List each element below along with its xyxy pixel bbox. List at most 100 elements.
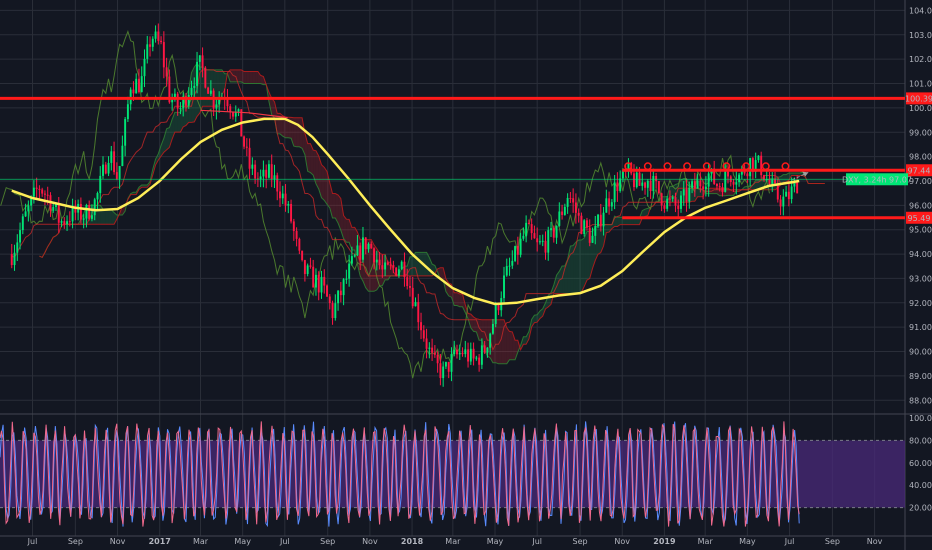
cloud-segment [645, 208, 648, 217]
cloud-segment [443, 267, 446, 292]
candle-body-120 [342, 279, 345, 296]
candle-body-91 [262, 169, 265, 177]
y-tick-label-1: 89.00 [909, 372, 932, 381]
candle-body-184 [519, 238, 522, 255]
candle-body-62 [182, 96, 185, 109]
candle-body-261 [732, 181, 735, 185]
x-tick-label-1: Sep [68, 537, 83, 546]
candle-body-209 [588, 227, 591, 243]
cloud-segment [409, 256, 413, 276]
candle-body-13 [46, 194, 49, 196]
cloud-segment [614, 216, 618, 227]
cloud-segment [241, 69, 245, 84]
candle-body-90 [259, 176, 262, 180]
level-badge-0 [906, 92, 932, 105]
level-tag-0: 100.39 [905, 92, 932, 105]
candle-body-215 [605, 198, 608, 213]
cloud-segment [382, 254, 386, 286]
candle-body-27 [85, 204, 88, 219]
cloud-segment [642, 209, 646, 218]
cloud-segment [423, 252, 427, 276]
candle-body-53 [157, 31, 160, 41]
candle-body-71 [207, 87, 210, 94]
cloud-segment [108, 209, 112, 225]
y-tick-label-16: 104.00 [909, 6, 932, 15]
current-price-label: DXY, 3.24h 97.07 [842, 175, 912, 184]
candle-body-182 [514, 246, 517, 261]
candle-body-136 [386, 262, 389, 265]
y-tick-label-8: 96.00 [909, 201, 932, 210]
cloud-segment [302, 117, 305, 155]
candle-body-118 [337, 290, 340, 304]
y-tick-label-3: 91.00 [909, 323, 932, 332]
candle-body-115 [328, 296, 331, 304]
candle-body-277 [776, 183, 779, 200]
candle-body-1 [13, 252, 16, 266]
cloud-segment [249, 71, 253, 84]
x-tick-label-6: Jul [279, 537, 290, 546]
x-tick-label-0: Jul [27, 537, 38, 546]
candle-body-238 [668, 198, 671, 200]
candle-body-21 [68, 221, 71, 223]
cloud-segment [166, 127, 170, 150]
candle-body-160 [453, 349, 456, 355]
candle-body-226 [635, 172, 638, 188]
candle-body-250 [702, 186, 705, 190]
candle-body-75 [218, 98, 221, 105]
candle-body-86 [248, 147, 251, 169]
candle-body-165 [467, 349, 470, 362]
candle-body-93 [267, 164, 270, 178]
cloud-segment [255, 71, 258, 84]
cloud-segment [80, 213, 84, 225]
candle-body-181 [511, 260, 514, 266]
candle-body-78 [226, 99, 229, 107]
candle-body-54 [160, 40, 163, 43]
cloud-segment [617, 217, 621, 227]
candle-body-126 [359, 245, 362, 260]
candle-body-29 [90, 215, 93, 219]
candle-body-171 [483, 345, 486, 353]
candle-body-169 [478, 357, 481, 365]
cloud-segment [271, 98, 275, 119]
candle-body-87 [251, 164, 254, 169]
candle-body-52 [154, 31, 157, 39]
candle-body-116 [331, 303, 334, 319]
candle-body-144 [409, 285, 411, 288]
candle-body-0 [10, 254, 13, 266]
candle-body-4 [21, 216, 24, 231]
candle-body-231 [649, 180, 652, 192]
candle-body-252 [707, 173, 710, 187]
current-price-badge [846, 173, 908, 186]
cloud-segment [797, 173, 800, 176]
candle-body-57 [168, 76, 171, 103]
cloud-segment [246, 71, 250, 84]
cloud-segment [180, 107, 184, 133]
candle-body-206 [580, 215, 583, 235]
candle-body-109 [312, 266, 315, 288]
y-tick-label-0: 88.00 [909, 396, 932, 405]
candle-body-270 [757, 155, 760, 161]
candle-body-59 [173, 93, 176, 100]
candle-body-280 [785, 191, 788, 197]
cloud-segment [282, 115, 286, 138]
candle-body-229 [644, 182, 647, 188]
x-tick-label-17: May [739, 537, 756, 546]
candle-body-201 [566, 197, 569, 207]
candle-body-145 [411, 287, 414, 307]
candle-body-139 [395, 267, 398, 276]
candle-body-221 [621, 170, 624, 179]
candle-body-155 [439, 363, 442, 379]
cloud-segment [252, 71, 256, 84]
y-tick-label-11: 99.00 [909, 128, 932, 137]
resistance-marker-2 [663, 162, 672, 171]
cloud-segment [310, 143, 314, 176]
candle-body-117 [334, 303, 337, 319]
candle-body-166 [469, 348, 472, 362]
cloud-segment [338, 195, 341, 231]
candle-body-70 [204, 67, 207, 88]
cloud-segment [586, 231, 590, 281]
candle-body-17 [57, 204, 60, 223]
candle-body-163 [461, 352, 464, 355]
cloud-segment [506, 327, 510, 364]
candle-body-64 [187, 95, 190, 106]
